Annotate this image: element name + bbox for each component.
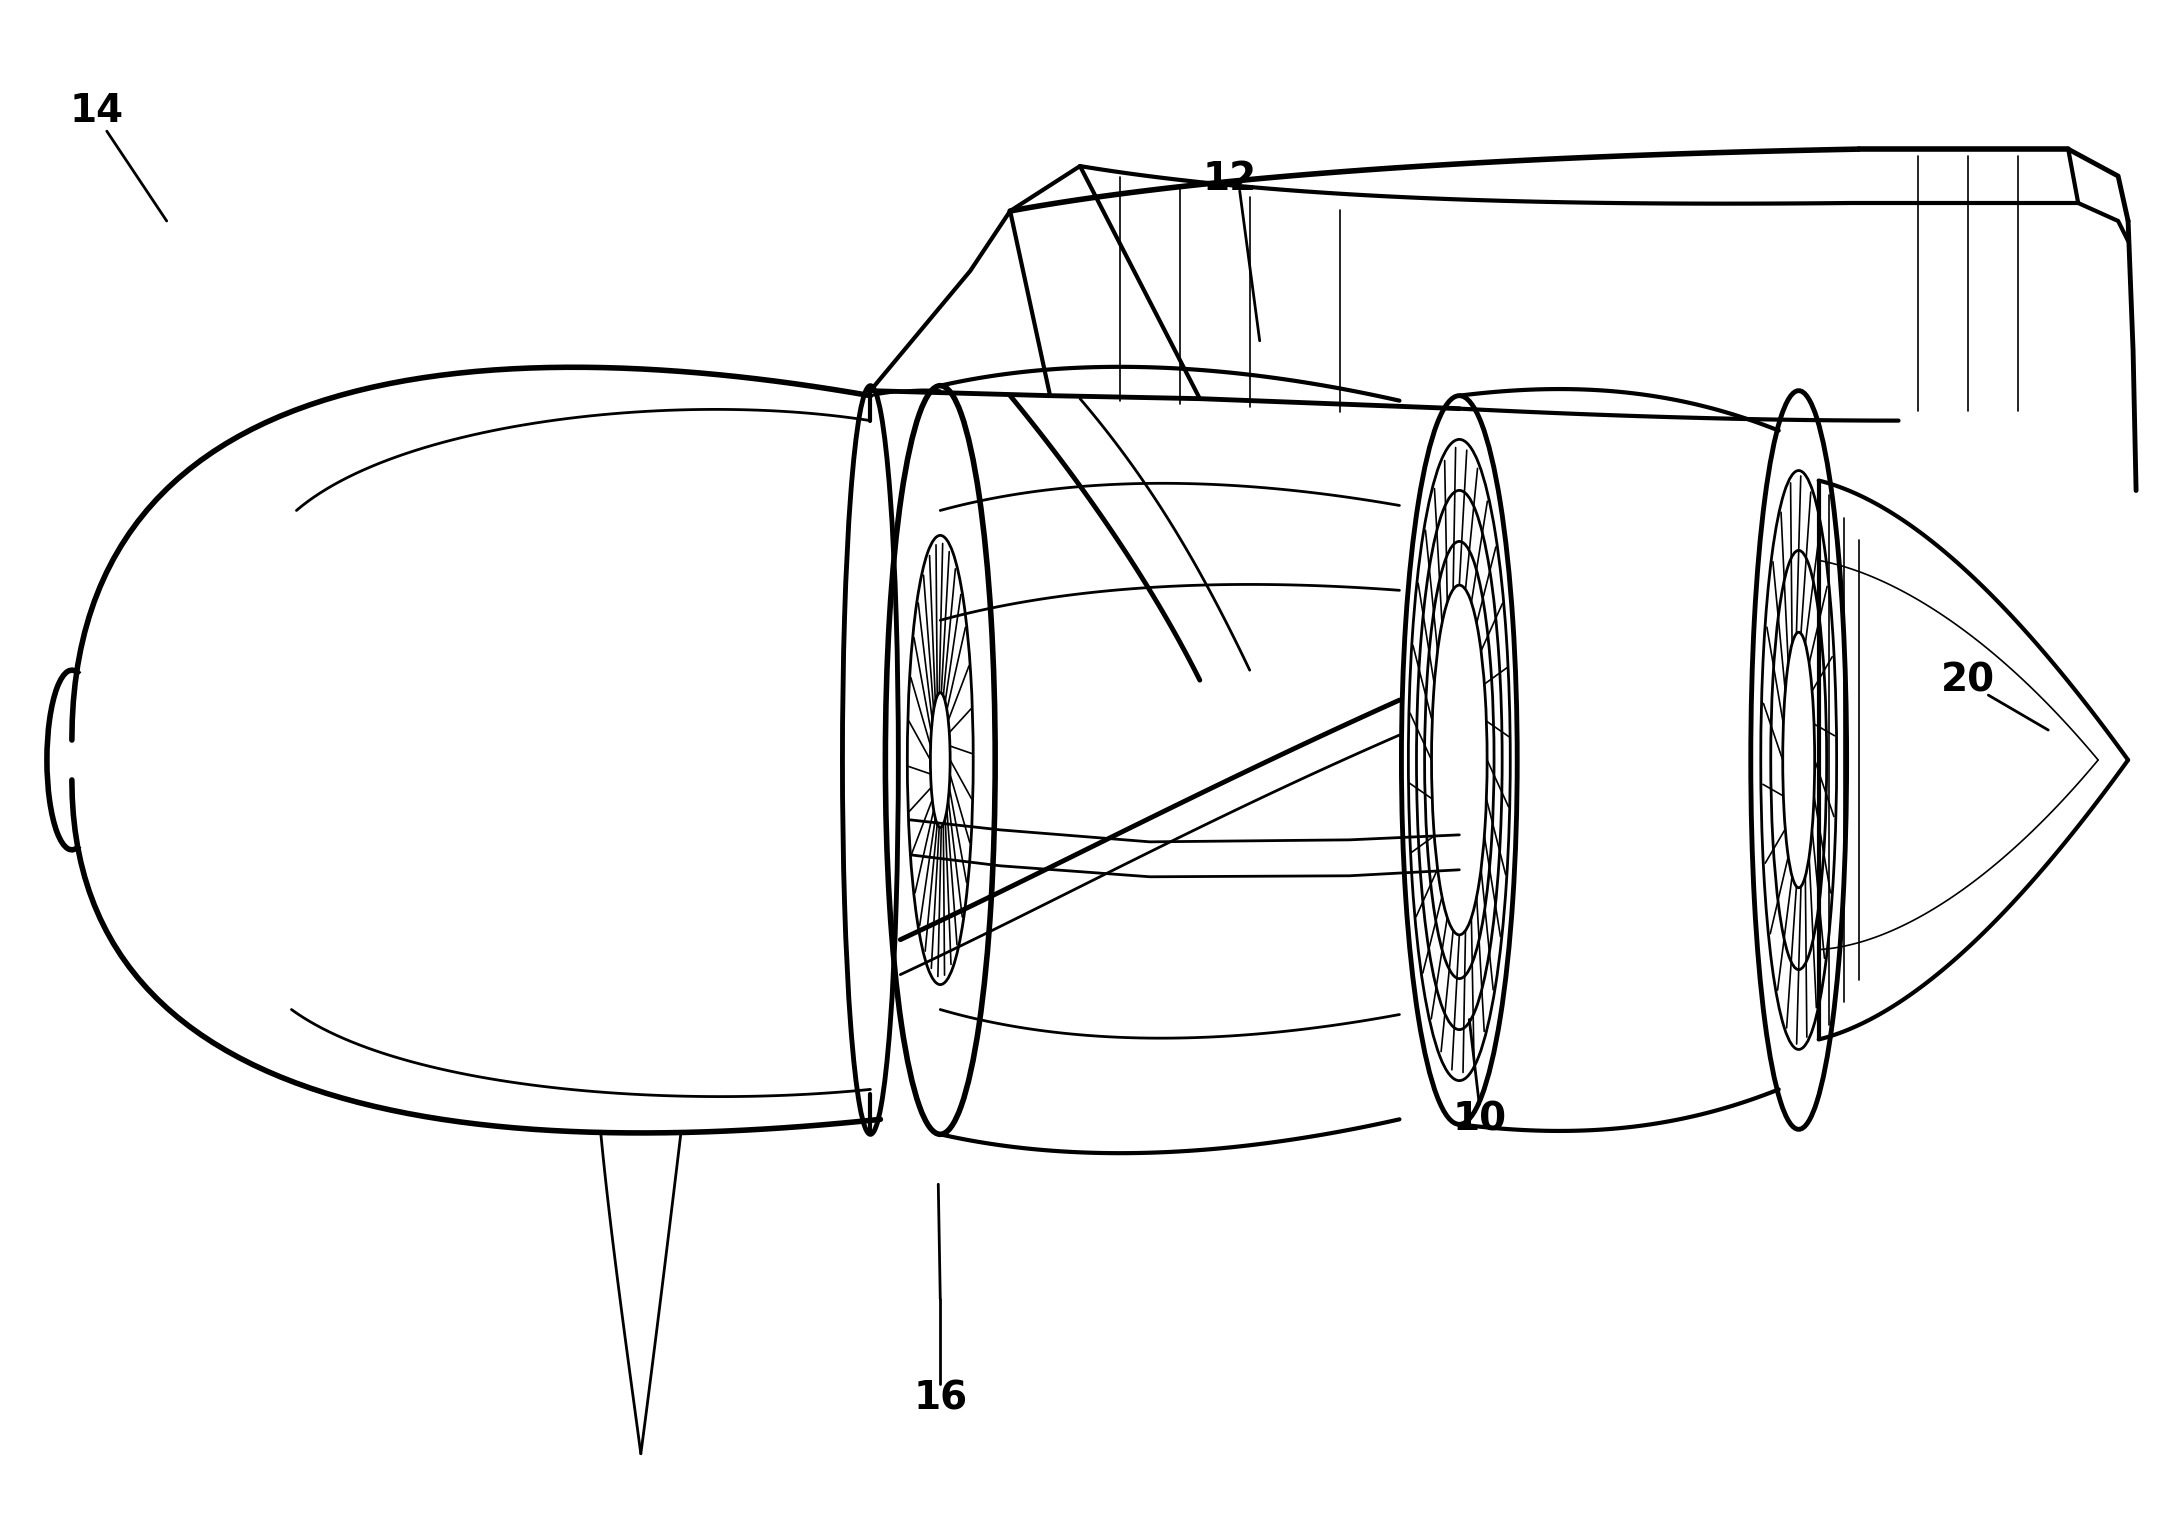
Text: 10: 10 <box>1453 1101 1507 1138</box>
Text: 12: 12 <box>1202 159 1257 197</box>
Text: 14: 14 <box>70 93 124 131</box>
Text: 16: 16 <box>913 1380 967 1418</box>
Text: 20: 20 <box>1941 662 1995 700</box>
